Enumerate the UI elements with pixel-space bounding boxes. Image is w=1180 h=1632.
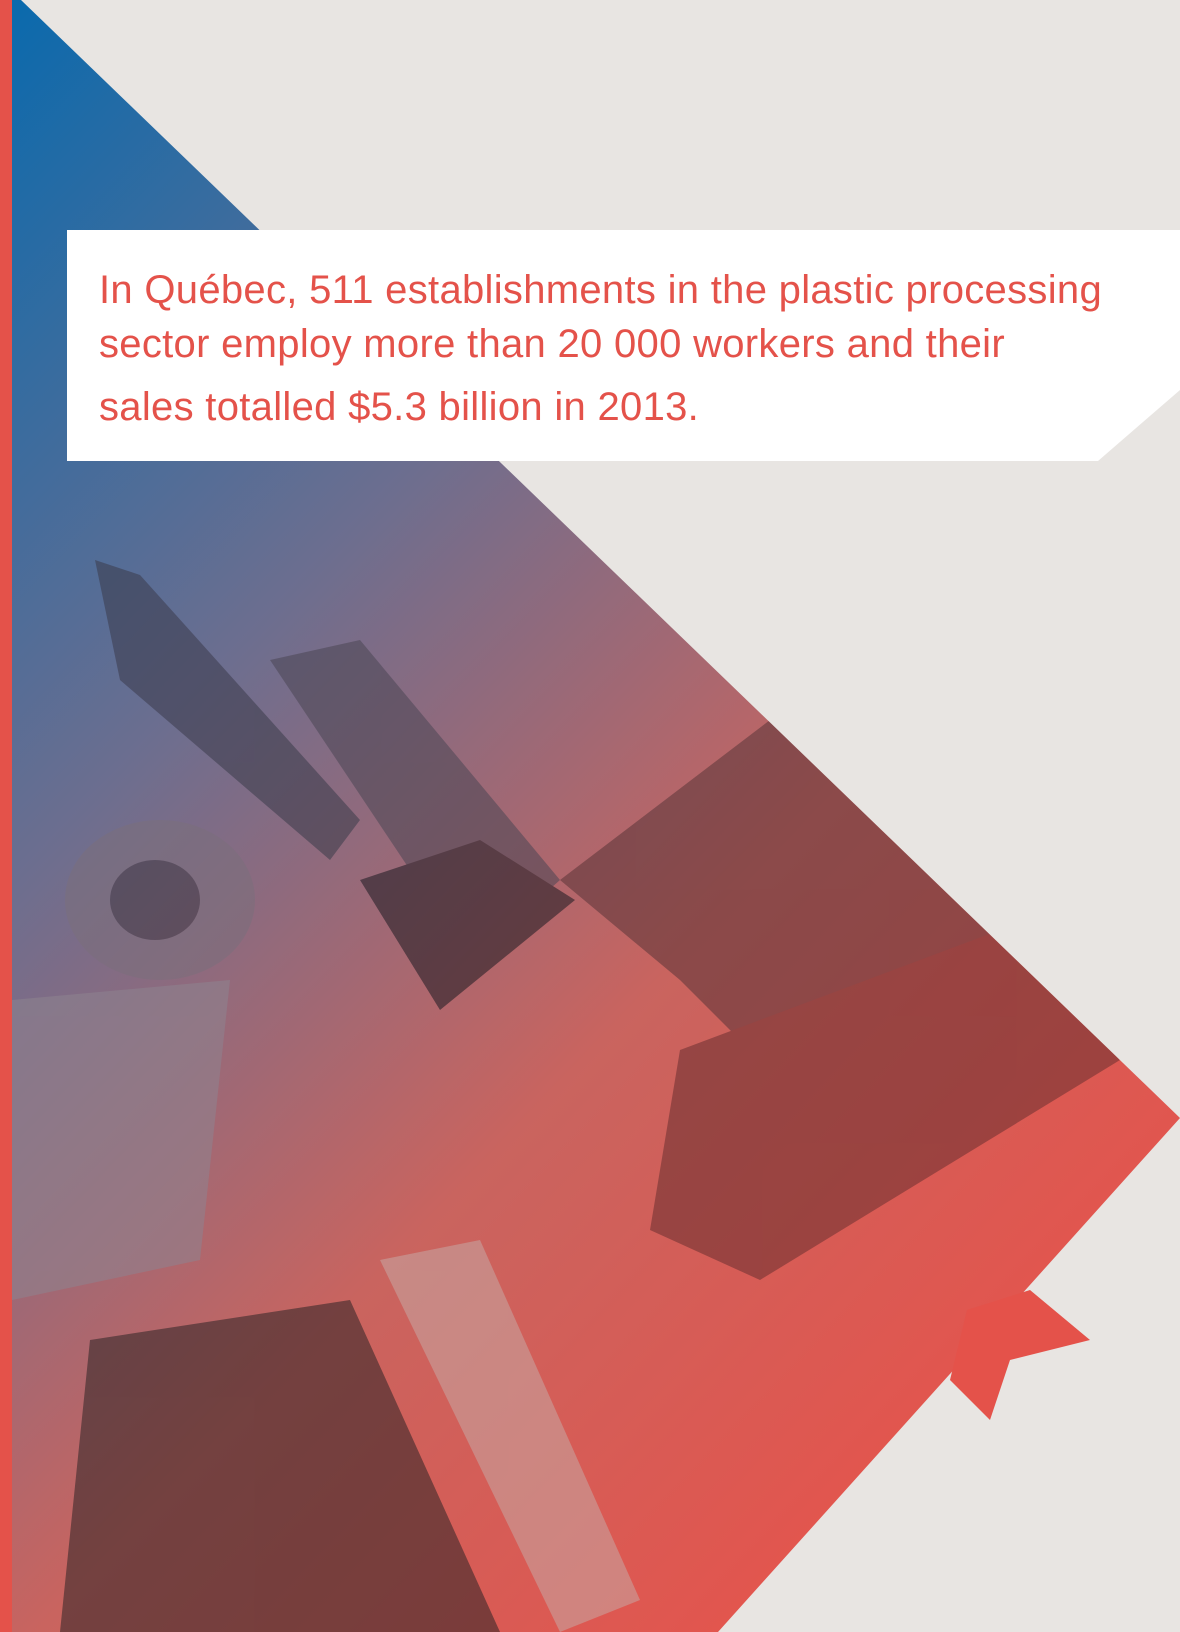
logo-mark	[950, 1290, 1090, 1420]
lipstick-base	[360, 840, 575, 1010]
statement-line: sales totalled $5.3 billion in 2013.	[99, 385, 699, 429]
film-roll	[12, 980, 230, 1300]
container-box	[650, 930, 1120, 1280]
statement-box	[67, 230, 1180, 461]
photo-objects	[12, 560, 1120, 1632]
syringe	[380, 1240, 640, 1632]
lipstick-tip	[95, 560, 360, 860]
medical-bag	[60, 1300, 500, 1632]
side-stripe	[0, 0, 12, 1632]
tube-hole	[110, 860, 200, 940]
statement-line: In Québec, 511 establishments in the pla…	[99, 268, 1102, 312]
statement-line: sector employ more than 20 000 workers a…	[99, 322, 1005, 366]
